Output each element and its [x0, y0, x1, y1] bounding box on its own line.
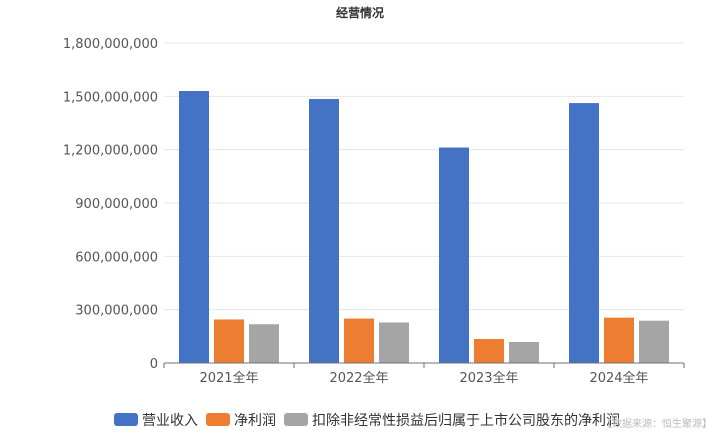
y-axis: 0 300,000,000 600,000,000 900,000,000 1,200,… [63, 37, 158, 372]
x-tick-label: 2023全年 [459, 370, 518, 386]
bar-revenue [439, 147, 469, 363]
source-note: 【数据来源：恒生聚源】 [602, 417, 712, 430]
y-tick-label: 300,000,000 [75, 304, 158, 319]
chart-title: 经营情况 [336, 5, 384, 20]
bar-deducted-net-profit [639, 320, 669, 363]
legend-label[interactable]: 扣除非经常性损益后归属于上市公司股东的净利润 [312, 412, 620, 429]
y-tick-label: 0 [150, 357, 158, 372]
legend-label[interactable]: 营业收入 [142, 413, 198, 429]
bar-revenue [569, 103, 599, 363]
x-tick-label: 2022全年 [329, 370, 388, 386]
legend-label[interactable]: 净利润 [234, 413, 276, 429]
y-tick-label: 900,000,000 [75, 197, 158, 212]
x-axis: 2021全年 2022全年 2023全年 2024全年 [163, 362, 685, 386]
bar-revenue [309, 99, 339, 363]
legend: 营业收入 净利润 扣除非经常性损益后归属于上市公司股东的净利润 [114, 412, 620, 429]
bar-deducted-net-profit [379, 322, 409, 363]
bar-net-profit [214, 319, 244, 363]
legend-swatch[interactable] [114, 413, 138, 426]
bar-net-profit [604, 317, 634, 363]
y-tick-label: 1,500,000,000 [63, 90, 158, 105]
gridlines [164, 42, 684, 311]
bar-deducted-net-profit [509, 342, 539, 363]
y-tick-label: 600,000,000 [75, 250, 158, 265]
bar-revenue [179, 91, 209, 363]
y-tick-label: 1,800,000,000 [63, 37, 158, 52]
legend-swatch[interactable] [206, 413, 230, 426]
bars [179, 91, 669, 363]
bar-net-profit [474, 339, 504, 363]
x-tick-label: 2024全年 [589, 370, 648, 386]
x-tick-label: 2021全年 [199, 370, 258, 386]
legend-swatch[interactable] [284, 413, 308, 426]
bar-net-profit [344, 318, 374, 363]
bar-deducted-net-profit [249, 324, 279, 363]
y-tick-label: 1,200,000,000 [63, 144, 158, 159]
